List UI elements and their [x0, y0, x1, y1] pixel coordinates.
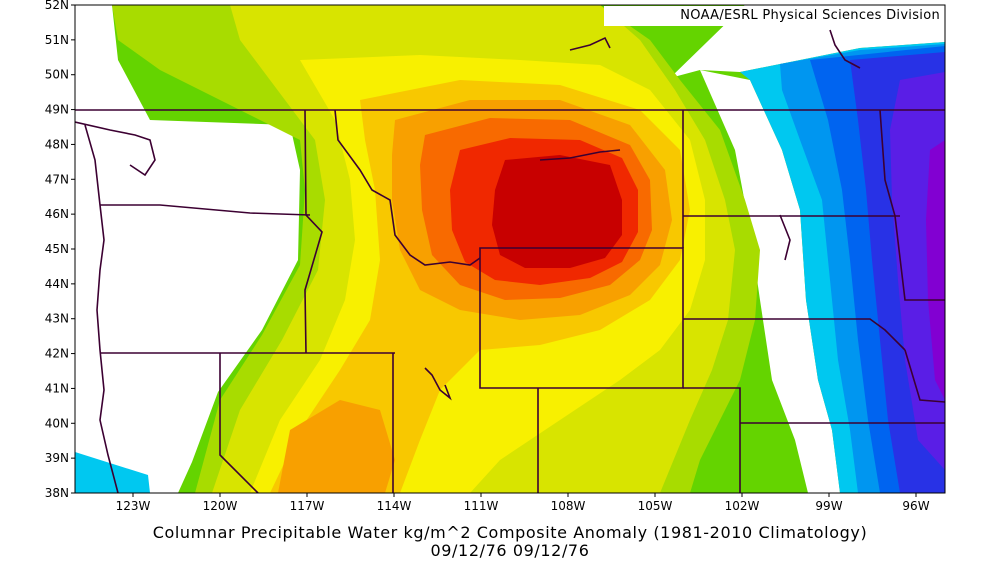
- lat-tick-label: 50N: [45, 68, 69, 82]
- lon-tick-label: 96W: [902, 499, 929, 513]
- lon-tick-label: 114W: [377, 499, 412, 513]
- lon-tick-label: 102W: [725, 499, 760, 513]
- lon-tick-label: 99W: [815, 499, 842, 513]
- border-sd-ne: [683, 318, 906, 351]
- border-ca-nv: [219, 353, 259, 493]
- map-title: Columnar Precipitable Water kg/m^2 Compo…: [0, 524, 1000, 560]
- lat-tick-label: 43N: [45, 312, 69, 326]
- contour-orange-sw: [278, 400, 395, 493]
- lat-tick-label: 45N: [45, 242, 69, 256]
- lat-tick-label: 47N: [45, 172, 69, 186]
- map-title-line2: 09/12/76 09/12/76: [430, 541, 590, 560]
- border-id-mt: [334, 109, 481, 266]
- lakes-dakotas: [779, 214, 791, 261]
- lon-tick-label: 117W: [290, 499, 325, 513]
- lon-tick-label: 108W: [551, 499, 586, 513]
- border-id-west: [304, 109, 323, 354]
- longitude-axis: 123W 120W 117W 114W 111W 108W 105W 102W 99W 96W: [116, 493, 930, 513]
- boundaries: [75, 29, 945, 493]
- contour-max: [492, 155, 622, 268]
- contour-purple-east: [926, 140, 945, 400]
- lon-tick-label: 123W: [116, 499, 151, 513]
- lake-river-mt: [539, 149, 621, 161]
- lat-tick-label: 41N: [45, 381, 69, 395]
- lat-tick-label: 40N: [45, 416, 69, 430]
- lat-tick-label: 51N: [45, 33, 69, 47]
- lat-tick-label: 49N: [45, 103, 69, 117]
- lat-tick-label: 44N: [45, 277, 69, 291]
- lat-tick-label: 42N: [45, 347, 69, 361]
- lat-tick-label: 46N: [45, 207, 69, 221]
- credit-label: NOAA/ESRL Physical Sciences Division: [604, 6, 942, 26]
- contour-fill: [75, 5, 945, 493]
- lake-winnipeg: [829, 29, 861, 69]
- coastline-west: [84, 124, 119, 493]
- coastline-puget: [75, 121, 156, 177]
- lat-tick-label: 48N: [45, 137, 69, 151]
- contour-white-west: [75, 5, 300, 493]
- lat-tick-label: 52N: [45, 0, 69, 12]
- lon-tick-label: 120W: [203, 499, 238, 513]
- lat-tick-label: 38N: [45, 486, 69, 500]
- map-title-line1: Columnar Precipitable Water kg/m^2 Compo…: [152, 523, 868, 542]
- lat-tick-label: 39N: [45, 451, 69, 465]
- border-co-east: [683, 387, 741, 493]
- border-mn-east: [879, 109, 945, 301]
- latitude-axis: 38N 39N 40N 41N 42N 43N 44N 45N 46N 47N 48N 49N 50N 5…: [45, 0, 75, 500]
- lon-tick-label: 105W: [638, 499, 673, 513]
- contour-white-east2: [700, 70, 840, 493]
- lake-utah: [424, 367, 452, 401]
- lake-canada-nw: [569, 36, 611, 51]
- border-wa-or: [100, 204, 311, 216]
- lon-tick-label: 111W: [464, 499, 499, 513]
- border-missouri-river: [904, 349, 945, 403]
